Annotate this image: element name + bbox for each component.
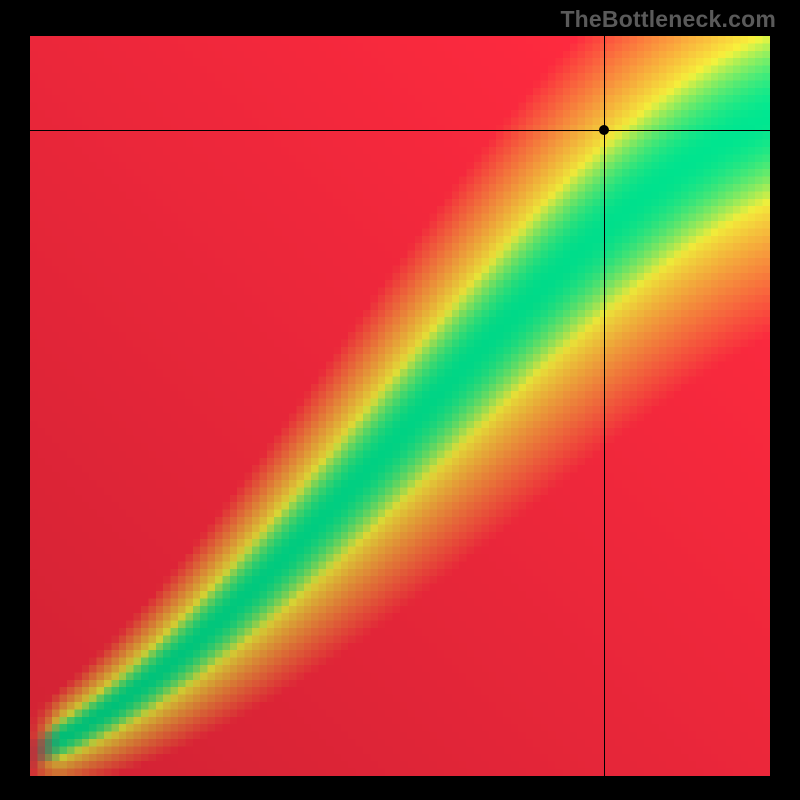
crosshair-vertical	[604, 36, 605, 776]
crosshair-horizontal	[30, 130, 770, 131]
crosshair-marker	[599, 125, 609, 135]
watermark-text: TheBottleneck.com	[560, 6, 776, 33]
heatmap-canvas	[30, 36, 770, 776]
heatmap-plot	[30, 36, 770, 776]
